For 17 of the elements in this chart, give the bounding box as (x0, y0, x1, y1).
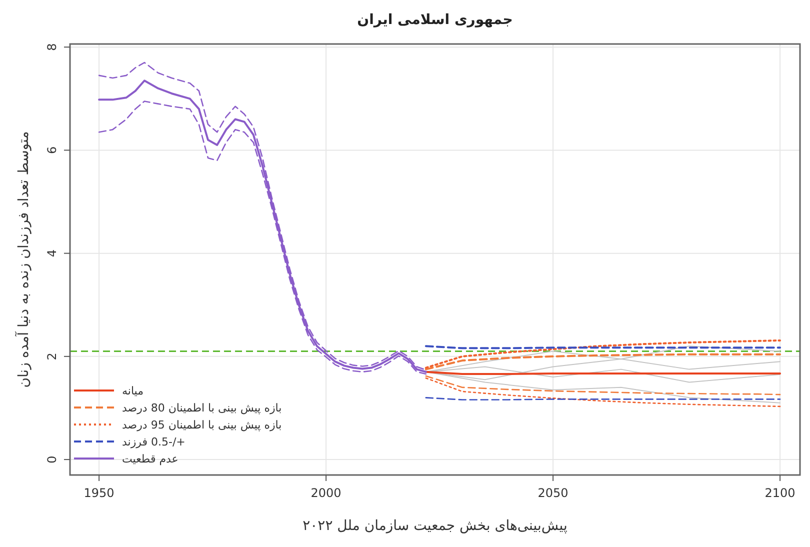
legend-label: بازه پیش بینی با اطمینان 95 درصد (122, 418, 282, 432)
legend-label: +/-0.5 فرزند (122, 436, 186, 448)
x-tick-label: 2000 (310, 486, 342, 500)
chart-title: جمهوری اسلامی ایران (357, 12, 513, 28)
x-tick-label: 1950 (84, 486, 114, 500)
y-tick-label: 8 (45, 43, 59, 51)
x-axis-title: پیش‌بینی‌های بخش جمعیت سازمان ملل ۲۰۲۲ (302, 518, 568, 534)
legend-label: بازه پیش بینی با اطمینان 80 درصد (122, 402, 282, 414)
legend-label: عدم قطعیت (122, 452, 178, 466)
legend-label: میانه (122, 384, 144, 398)
y-tick-label: 6 (45, 146, 59, 154)
y-tick-label: 4 (45, 249, 59, 258)
x-tick-label: 2050 (538, 486, 568, 500)
x-tick-label: 2100 (764, 486, 796, 500)
y-axis-title: متوسط تعداد فرزندان زنده به دنیا آمده زنان (14, 131, 32, 388)
y-tick-label: 0 (45, 456, 59, 464)
y-tick-label: 2 (45, 352, 59, 360)
